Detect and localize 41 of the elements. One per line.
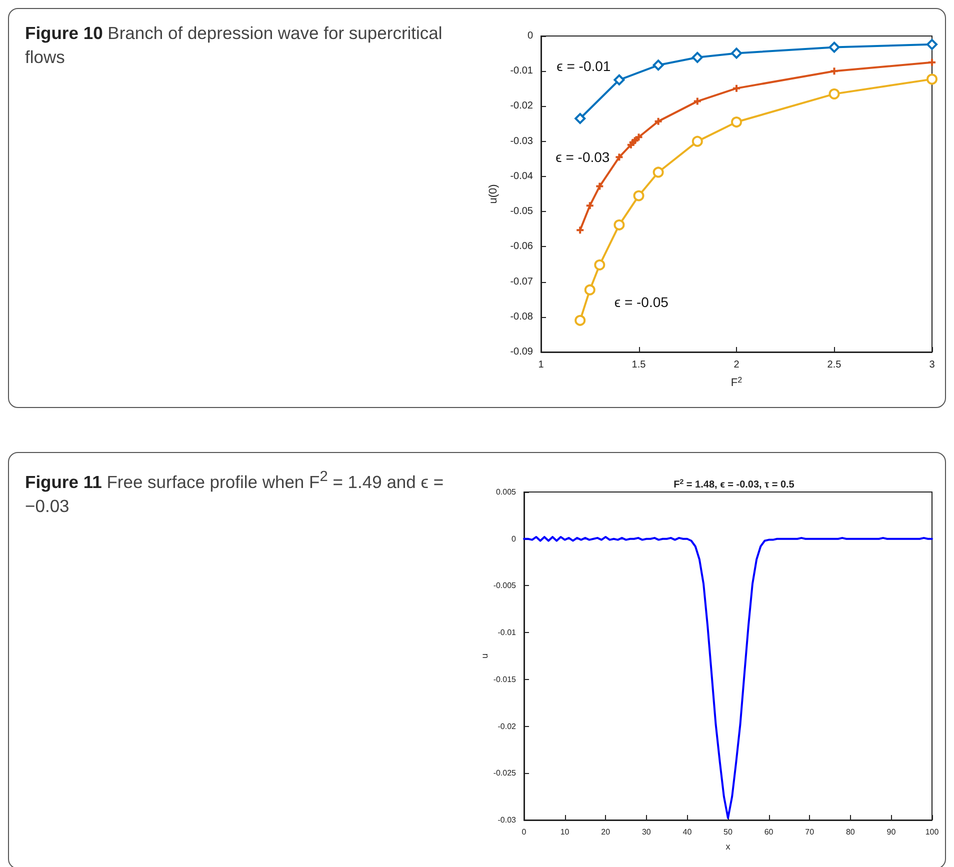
x-tick-label: 10: [560, 828, 570, 836]
text: Figure 10 Branch of depression wave for supercritical flows: [25, 23, 442, 67]
x-tick-label: 70: [805, 828, 815, 836]
x-tick-label: 50: [724, 828, 733, 836]
y-tick-label: -0.025: [493, 768, 517, 778]
y-tick-label: 0.005: [496, 488, 517, 496]
x-axis-title: x: [726, 842, 731, 852]
y-axis-title: u(0): [488, 184, 500, 204]
y-tick-label: -0.015: [493, 674, 517, 684]
y-tick-label: -0.08: [510, 311, 534, 322]
y-tick-label: -0.09: [510, 346, 534, 358]
y-tick-label: -0.02: [510, 100, 534, 112]
x-tick-label: 30: [642, 828, 652, 836]
x-tick-label: 80: [846, 828, 856, 836]
x-tick-label: 1: [538, 360, 544, 370]
text: Figure 11 Free surface profile when F$^{2}$ = 1.49 and ϵ = −0.03: [25, 469, 444, 516]
series-label: ϵ = -0.05: [614, 294, 669, 310]
x-tick-label: 90: [886, 828, 896, 836]
y-tick-label: -0.01: [498, 628, 517, 638]
x-tick-label: 40: [682, 828, 692, 836]
y-tick-label: -0.05: [510, 206, 534, 218]
y-tick-label: -0.03: [498, 816, 517, 824]
x-tick-label: 2.5: [827, 360, 842, 370]
y-axis-title: u: [480, 653, 490, 659]
x-tick-label: 1.5: [632, 360, 646, 370]
y-tick-label: 0: [512, 534, 517, 544]
y-tick-label: -0.07: [510, 276, 534, 288]
x-tick-label: 2: [734, 360, 740, 370]
y-tick-label: -0.02: [498, 722, 517, 731]
y-tick-label: 0: [527, 30, 534, 42]
y-tick-label: -0.01: [510, 66, 534, 77]
x-tick-label: 60: [764, 828, 774, 836]
x-tick-label: 100: [925, 828, 940, 836]
y-tick-label: -0.03: [510, 136, 534, 147]
series-label: ϵ = -0.01: [556, 58, 611, 74]
y-tick-label: -0.005: [493, 581, 517, 590]
x-tick-label: 20: [601, 828, 611, 836]
series-label: ϵ = -0.03: [556, 149, 610, 166]
y-tick-label: -0.06: [510, 241, 534, 252]
y-tick-label: -0.04: [510, 170, 534, 182]
x-tick-label: 3: [929, 360, 936, 370]
